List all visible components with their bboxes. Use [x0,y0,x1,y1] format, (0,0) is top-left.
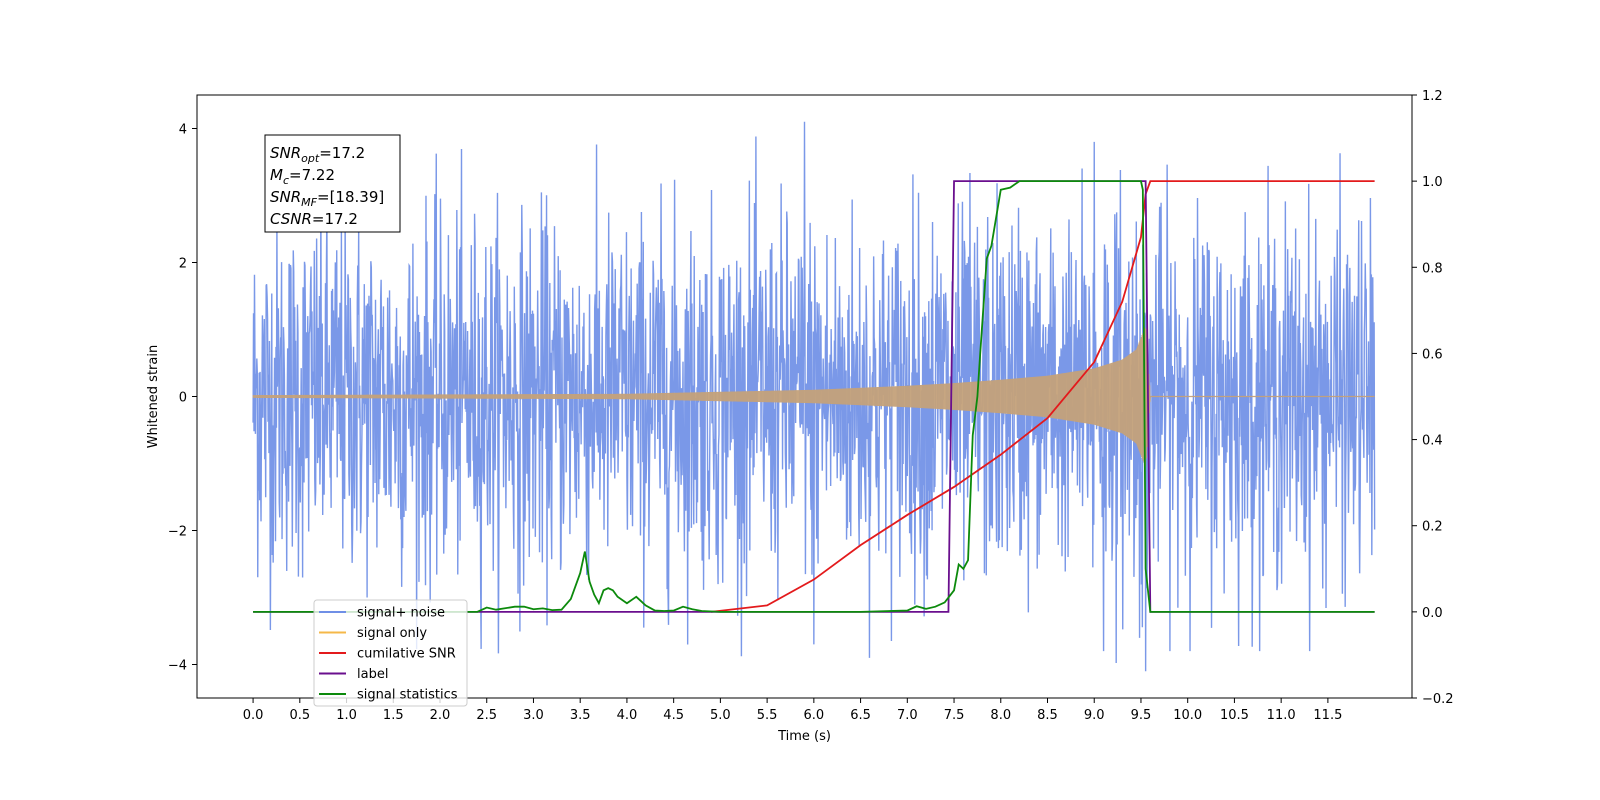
signal-plus-noise-series [252,121,1376,672]
x-tick-label: 9.0 [1084,708,1105,723]
legend-label: signal statistics [357,688,458,703]
left-y-tick-label: −4 [168,659,187,674]
x-tick-label: 6.5 [850,708,871,723]
x-tick-label: 3.0 [523,708,544,723]
legend: signal+ noise signal only cumilative SNR la… [313,599,468,707]
x-tick-label: 4.5 [663,708,684,723]
x-tick-label: 6.0 [804,708,825,723]
x-tick-label: 0.5 [289,708,310,723]
x-tick-label: 0.0 [243,708,264,723]
right-y-tick-label: 1.0 [1422,175,1443,190]
x-tick-label: 1.5 [383,708,404,723]
left-y-tick-label: 4 [179,123,187,138]
x-tick-label: 7.5 [944,708,965,723]
left-y-axis: −4 −2 0 2 4 [168,123,197,674]
signal-statistics-line [253,180,1375,613]
legend-label: label [357,667,388,682]
right-y-tick-label: −0.2 [1422,692,1454,707]
x-axis: 0.0 0.5 1.0 1.5 2.0 2.5 3.0 3.5 4.0 4.5 5.0 5.5 6.0 6… [243,698,1342,723]
x-tick-label: 5.0 [710,708,731,723]
right-y-tick-label: 0.0 [1422,606,1443,621]
left-y-tick-label: 0 [179,391,187,406]
right-y-axis: −0.2 0.0 0.2 0.4 0.6 0.8 1.0 1.2 [1412,89,1454,707]
annotation-line: SNRopt=17.2 [270,144,365,165]
signal-plus-noise-line [252,121,1376,672]
x-tick-label: 7.0 [897,708,918,723]
legend-label: signal only [357,626,427,641]
x-tick-label: 2.5 [476,708,497,723]
legend-label: signal+ noise [357,606,445,621]
x-axis-label: Time (s) [777,729,831,744]
signal-only-series [252,327,1375,467]
annotation-box-frame [264,134,401,233]
x-tick-label: 11.5 [1313,708,1342,723]
signal-only-line [252,327,1375,467]
x-tick-label: 8.0 [990,708,1011,723]
left-y-tick-label: −2 [168,525,187,540]
x-tick-label: 3.5 [570,708,591,723]
x-tick-label: 5.5 [757,708,778,723]
cumilative-snr-line [710,180,1375,613]
annotation-line: SNRMF=[18.39] [270,188,384,209]
left-y-tick-label: 2 [179,257,187,272]
x-tick-label: 2.0 [430,708,451,723]
x-tick-label: 9.5 [1131,708,1152,723]
x-tick-label: 8.5 [1037,708,1058,723]
right-y-tick-label: 0.8 [1422,261,1443,276]
x-tick-label: 1.0 [336,708,357,723]
right-y-tick-label: 1.2 [1422,89,1443,104]
right-y-tick-label: 0.2 [1422,520,1443,535]
x-tick-label: 10.0 [1173,708,1202,723]
right-y-tick-label: 0.4 [1422,434,1443,449]
x-tick-label: 4.0 [617,708,638,723]
annotation-line: Mc=7.22 [270,166,335,187]
legend-frame [313,599,468,707]
annotation-line: CSNR=17.2 [270,210,358,228]
right-axis-series [253,180,1375,613]
left-y-axis-label: Whitened strain [146,345,161,448]
x-tick-label: 10.5 [1220,708,1249,723]
right-y-tick-label: 0.6 [1422,347,1443,362]
legend-label: cumilative SNR [357,647,456,662]
x-tick-label: 11.0 [1267,708,1296,723]
